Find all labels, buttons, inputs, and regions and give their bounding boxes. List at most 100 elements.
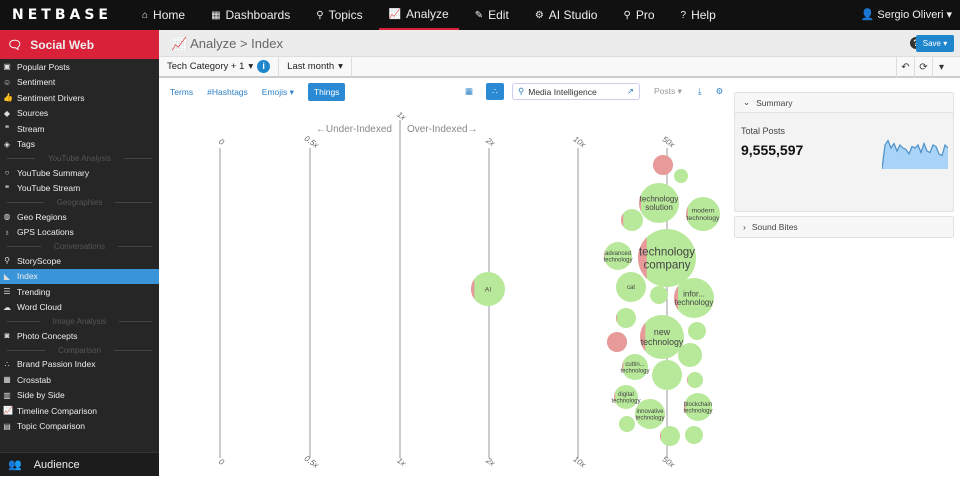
nav-analyze[interactable]: 📈 Analyze	[378, 0, 459, 30]
sidebar-item-youtube-summary[interactable]: ○ YouTube Summary	[0, 165, 159, 181]
bubble[interactable]	[616, 308, 636, 328]
sidebar-header-social-web[interactable]: 🗨 Social Web	[0, 30, 159, 59]
sound-bites-panel[interactable]: › Sound Bites	[734, 216, 954, 238]
open-icon[interactable]: ↗	[626, 86, 634, 96]
sidebar-item-label: Photo Concepts	[17, 330, 78, 341]
sidebar-item-photo-concepts[interactable]: ◙ Photo Concepts	[0, 328, 159, 344]
bubble-negative-share	[607, 332, 627, 352]
sidebar-item-index[interactable]: ◣ Index	[0, 268, 159, 284]
sidebar-item-brand-passion-index[interactable]: ∴ Brand Passion Index	[0, 357, 159, 373]
bubble-view-icon[interactable]: ∴	[486, 83, 504, 100]
bubble-label: technology company	[639, 246, 695, 272]
more-dropdown-icon[interactable]: ▾	[932, 57, 950, 78]
undo-icon[interactable]: ↶	[896, 57, 914, 78]
tick-label: 10x	[572, 135, 589, 150]
bubble-infor-technology[interactable]: infor... technology	[674, 278, 714, 318]
netbase-logo[interactable]: NETBASE	[12, 7, 112, 23]
sidebar: 🗨 Social Web ▣ Popular Posts ☺ Sentiment 👍 Sen…	[0, 30, 159, 476]
tab-things[interactable]: Things	[307, 83, 346, 101]
bubble-negative-share	[687, 372, 688, 388]
bubble[interactable]	[619, 416, 635, 432]
bubble[interactable]	[621, 209, 643, 231]
info-icon[interactable]: i	[257, 60, 271, 73]
bubble-innovative-technology[interactable]: innovative technology	[635, 399, 665, 429]
nav-edit[interactable]: ✎ Edit	[465, 0, 519, 30]
sidebar-item-sources[interactable]: ◆ Sources	[0, 106, 159, 122]
sound-bites-header[interactable]: › Sound Bites	[735, 217, 953, 237]
sidebar-item-timeline-comparison[interactable]: 📈 Timeline Comparison	[0, 403, 159, 419]
refresh-icon[interactable]: ⟳	[914, 57, 932, 78]
sidebar-item-label: Index	[17, 271, 38, 282]
nav-label: Help	[691, 8, 716, 22]
bubble-circle	[685, 426, 703, 444]
nav-help[interactable]: ? Help	[671, 0, 726, 30]
sidebar-item-sentiment-drivers[interactable]: 👍 Sentiment Drivers	[0, 90, 159, 106]
bubble[interactable]	[688, 322, 706, 340]
breadcrumb: 📈 Analyze > Index	[171, 36, 283, 51]
sidebar-item-icon: ⚲	[4, 256, 10, 266]
search-input[interactable]: ⚲ Media Intelligence ↗	[512, 83, 640, 100]
tab-terms[interactable]: Terms	[170, 87, 194, 97]
download-icon[interactable]: ⤓	[697, 86, 702, 96]
sidebar-item-tags[interactable]: ◈ Tags	[0, 137, 159, 153]
bubble-advanced-technology[interactable]: advanced technology	[603, 242, 633, 270]
tab-emojis[interactable]: Emojis ▾	[261, 86, 294, 97]
sidebar-audience[interactable]: 👥 Audience	[0, 452, 159, 476]
save-button[interactable]: Save ▾	[916, 35, 954, 52]
sidebar-item-label: Side by Side	[17, 390, 65, 401]
sidebar-item-label: Tags	[17, 139, 35, 150]
tab-hashtags[interactable]: #Hashtags	[207, 87, 248, 97]
sidebar-section-label: YouTube Analysis	[0, 152, 159, 165]
sidebar-item-side-by-side[interactable]: ▥ Side by Side	[0, 388, 159, 404]
bubble[interactable]	[650, 286, 668, 304]
bubble-label: infor... technology	[675, 289, 714, 307]
bubble[interactable]	[653, 155, 673, 175]
bubble[interactable]	[674, 169, 688, 183]
line-chart-icon: 📈	[171, 36, 188, 51]
bubble[interactable]	[607, 332, 627, 352]
sidebar-item-youtube-stream[interactable]: ❝ YouTube Stream	[0, 181, 159, 197]
sidebar-item-label: Sentiment	[17, 77, 56, 88]
settings-icon[interactable]: ⚙	[715, 86, 724, 96]
breadcrumb-index: Index	[251, 36, 283, 51]
user-menu[interactable]: 👤 Sergio Oliveri ▾	[860, 9, 952, 21]
nav-home[interactable]: ⌂ Home	[132, 0, 195, 30]
date-filter[interactable]: Last month ▾	[279, 56, 352, 77]
nav-topics[interactable]: ⚲ Topics	[306, 0, 372, 30]
bubble-new-technology[interactable]: new technology	[640, 315, 684, 359]
bubble-AI[interactable]: AI	[471, 272, 505, 306]
nav-pro[interactable]: ⚲ Pro	[613, 0, 664, 30]
summary-header[interactable]: ⌄ Summary	[735, 93, 953, 113]
sidebar-item-topic-comparison[interactable]: ▤ Topic Comparison	[0, 419, 159, 435]
sidebar-item-stream[interactable]: ❝ Stream	[0, 121, 159, 137]
nav-dashboards[interactable]: ▦ Dashboards	[201, 0, 300, 30]
bubble-cat[interactable]: cat	[616, 272, 646, 302]
bubble[interactable]	[678, 343, 702, 367]
bubble-technology-company[interactable]: technology company	[638, 229, 696, 287]
posts-dropdown[interactable]: Posts ▾	[654, 86, 682, 96]
nav-ai-studio[interactable]: ⚙ AI Studio	[525, 0, 608, 30]
bubble-circle	[686, 197, 720, 231]
sidebar-item-word-cloud[interactable]: ☁ Word Cloud	[0, 300, 159, 316]
bubble[interactable]	[685, 426, 703, 444]
tick-label: 10x	[572, 455, 589, 470]
topic-filter[interactable]: Tech Category + 1 ▾ i	[159, 56, 280, 77]
sidebar-item-geo-regions[interactable]: ◍ Geo Regions	[0, 209, 159, 225]
bubble-digital-technology[interactable]: digital technology	[611, 385, 641, 409]
bubble[interactable]	[687, 372, 703, 388]
sidebar-item-trending[interactable]: ☰ Trending	[0, 284, 159, 300]
bubble-technology-solution[interactable]: technology solution	[639, 183, 679, 223]
breadcrumb-analyze[interactable]: Analyze	[190, 36, 237, 51]
sidebar-item-storyscope[interactable]: ⚲ StoryScope	[0, 253, 159, 269]
sidebar-item-crosstab[interactable]: ▦ Crosstab	[0, 372, 159, 388]
bubble[interactable]	[660, 426, 680, 446]
table-view-icon[interactable]: ▦	[464, 86, 474, 96]
sidebar-item-gps-locations[interactable]: ♁ GPS Locations	[0, 225, 159, 241]
bubble-blockchain-technology[interactable]: blockchain technology	[683, 393, 713, 421]
bubble[interactable]	[652, 360, 682, 390]
sidebar-item-sentiment[interactable]: ☺ Sentiment	[0, 75, 159, 91]
bubble-negative-share	[616, 308, 617, 328]
bubble-modern-technology[interactable]: modern technology	[686, 197, 720, 231]
bubble-cuttin-technology[interactable]: cuttin... technology	[620, 354, 650, 380]
sidebar-item-popular-posts[interactable]: ▣ Popular Posts	[0, 59, 159, 75]
